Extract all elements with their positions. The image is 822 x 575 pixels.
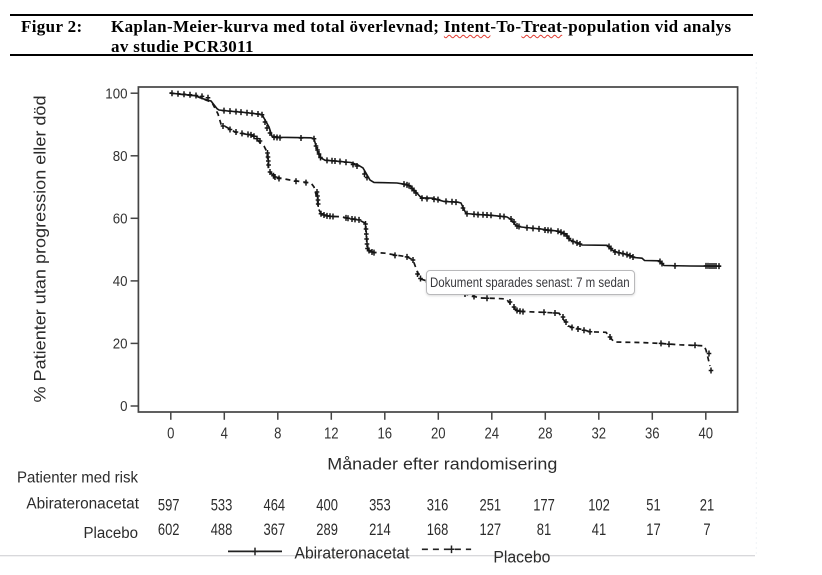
svg-text:28: 28 <box>538 426 553 443</box>
svg-text:% Patienter utan progression e: % Patienter utan progression eller död <box>31 96 50 403</box>
svg-text:Abirateronacetat: Abirateronacetat <box>295 545 410 563</box>
svg-text:214: 214 <box>369 521 391 539</box>
svg-text:7: 7 <box>703 521 710 539</box>
svg-text:289: 289 <box>316 521 338 539</box>
svg-text:Månader efter randomisering: Månader efter randomisering <box>327 455 557 474</box>
svg-text:20: 20 <box>113 337 128 353</box>
svg-text:0: 0 <box>167 426 174 443</box>
svg-text:168: 168 <box>427 521 449 539</box>
svg-text:367: 367 <box>264 521 286 539</box>
svg-text:36: 36 <box>645 426 660 443</box>
svg-text:316: 316 <box>427 496 449 514</box>
svg-text:Placebo: Placebo <box>493 548 550 567</box>
svg-text:Placebo: Placebo <box>84 525 139 542</box>
svg-text:102: 102 <box>588 496 610 514</box>
svg-text:8: 8 <box>274 426 281 443</box>
svg-text:4: 4 <box>221 426 228 443</box>
svg-text:51: 51 <box>646 496 660 514</box>
svg-text:21: 21 <box>700 496 714 514</box>
svg-text:16: 16 <box>378 426 393 443</box>
svg-text:20: 20 <box>431 426 446 443</box>
svg-text:597: 597 <box>158 496 180 514</box>
svg-text:17: 17 <box>646 521 660 539</box>
svg-text:40: 40 <box>699 426 714 443</box>
svg-text:251: 251 <box>480 496 502 514</box>
svg-text:81: 81 <box>537 521 551 539</box>
svg-text:0: 0 <box>120 399 127 415</box>
svg-text:602: 602 <box>158 521 180 539</box>
svg-text:100: 100 <box>105 86 127 102</box>
svg-text:24: 24 <box>485 426 500 443</box>
svg-text:Abirateronacetat: Abirateronacetat <box>26 495 139 512</box>
svg-text:533: 533 <box>211 496 233 514</box>
svg-text:400: 400 <box>316 496 338 514</box>
svg-text:464: 464 <box>264 496 286 514</box>
svg-text:12: 12 <box>324 426 339 443</box>
svg-text:60: 60 <box>113 212 128 228</box>
svg-text:177: 177 <box>533 496 555 514</box>
svg-text:40: 40 <box>113 274 128 290</box>
svg-text:41: 41 <box>592 521 606 539</box>
svg-text:488: 488 <box>211 521 233 539</box>
svg-text:353: 353 <box>369 496 391 514</box>
svg-text:127: 127 <box>480 521 502 539</box>
svg-text:80: 80 <box>113 149 128 165</box>
svg-text:Patienter med risk: Patienter med risk <box>17 470 139 487</box>
svg-text:32: 32 <box>592 426 607 443</box>
